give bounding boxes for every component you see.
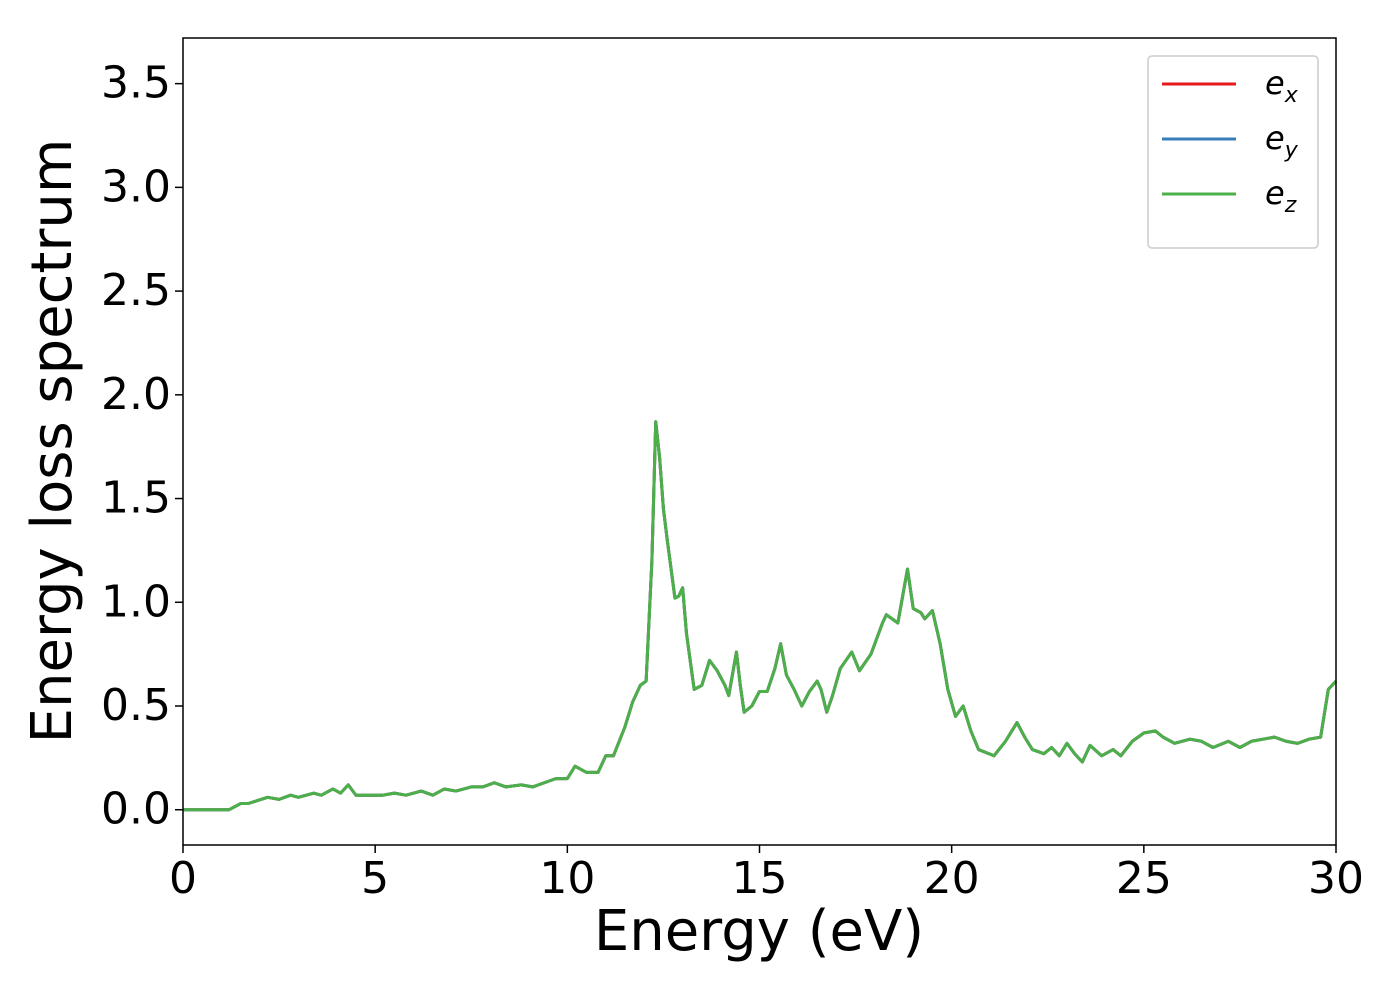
plot-frame — [182, 37, 1337, 846]
y-tick-label: 2.0 — [101, 369, 171, 420]
x-tick-label: 30 — [1308, 853, 1364, 904]
legend-label: ex — [1265, 64, 1299, 108]
x-tick-label: 10 — [539, 853, 595, 904]
x-axis-label: Energy (eV) — [594, 899, 924, 964]
x-tick-label: 20 — [924, 853, 980, 904]
x-tick-label: 15 — [732, 853, 788, 904]
y-tick-label: 2.5 — [101, 265, 171, 316]
y-tick-label: 3.5 — [101, 58, 171, 109]
y-tick-label: 0.5 — [101, 680, 171, 731]
legend: ex ey ez — [1147, 55, 1319, 249]
legend-box — [1147, 55, 1319, 249]
series-line — [183, 420, 1338, 812]
x-tick-label: 25 — [1116, 853, 1172, 904]
x-tick-label: 0 — [169, 853, 197, 904]
y-tick-label: 1.5 — [101, 473, 171, 524]
y-tick-label: 0.0 — [101, 784, 171, 835]
y-tick-label: 1.0 — [101, 576, 171, 627]
x-tick-label: 5 — [361, 853, 389, 904]
y-tick-label: 3.0 — [101, 161, 171, 212]
y-axis-label: Energy loss spectrum — [20, 139, 85, 744]
legend-label: ey — [1265, 119, 1299, 163]
legend-label: ez — [1265, 174, 1297, 218]
